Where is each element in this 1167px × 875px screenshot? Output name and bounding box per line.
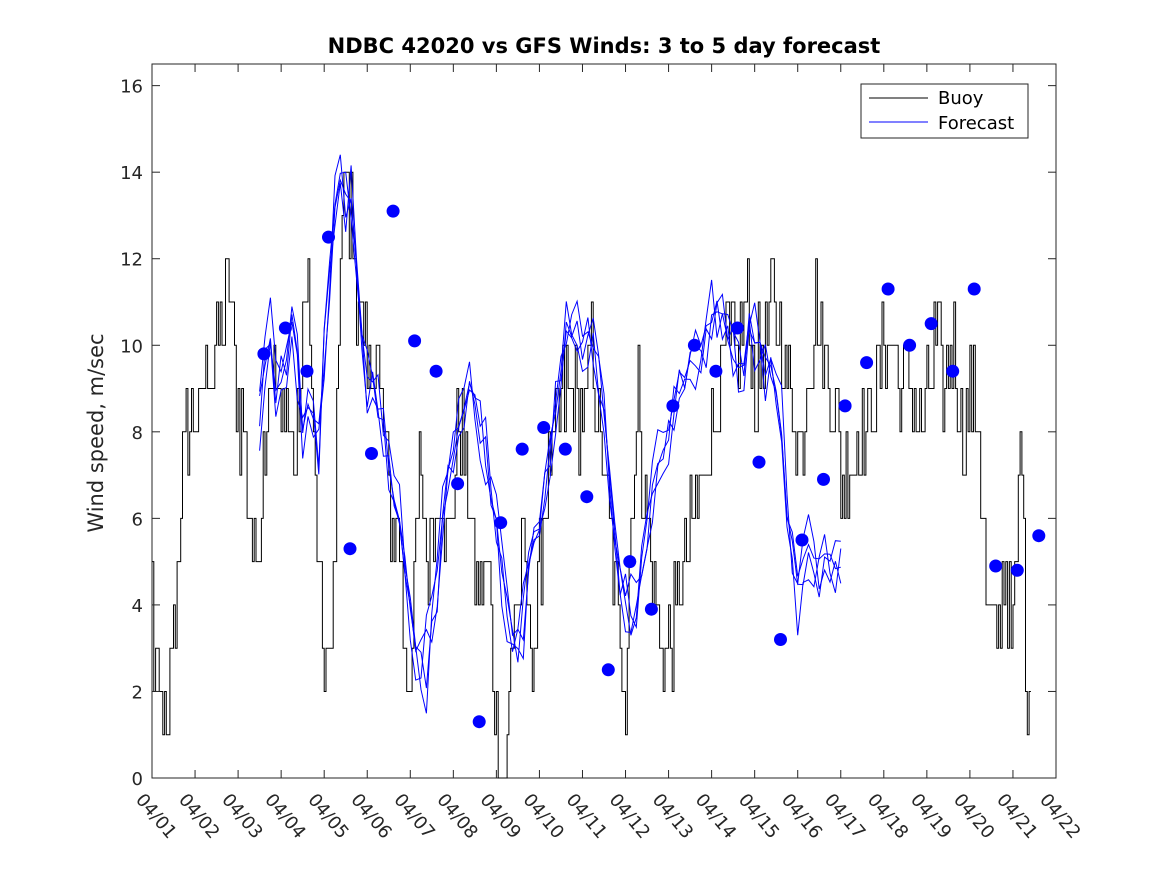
forecast-marker	[322, 230, 335, 244]
forecast-marker	[989, 559, 1003, 573]
forecast-marker	[451, 477, 465, 491]
plot-area: 024681012141604/0104/0204/0304/0404/0504…	[120, 63, 1085, 843]
y-tick-label: 0	[132, 769, 143, 790]
forecast-marker	[386, 204, 400, 218]
chart-title: NDBC 42020 vs GFS Winds: 3 to 5 day fore…	[328, 34, 881, 58]
forecast-marker	[644, 602, 658, 616]
forecast-marker	[924, 317, 938, 331]
plot-box	[151, 63, 1057, 779]
forecast-markers	[257, 204, 1046, 729]
y-tick-label: 14	[120, 163, 143, 184]
forecast-marker	[365, 447, 378, 460]
forecast-marker	[472, 715, 486, 729]
forecast-marker	[408, 334, 422, 348]
forecast-line-3	[259, 154, 842, 653]
forecast-marker	[343, 542, 357, 556]
forecast-marker	[623, 555, 637, 569]
forecast-marker	[300, 364, 314, 378]
forecast-marker	[580, 490, 594, 504]
legend-box	[860, 83, 1029, 139]
forecast-marker	[752, 455, 766, 469]
forecast-marker	[278, 321, 292, 335]
forecast-marker	[774, 633, 787, 646]
forecast-marker	[709, 364, 723, 378]
forecast-marker	[257, 347, 271, 361]
forecast-marker	[795, 533, 809, 547]
forecast-marker	[666, 399, 680, 413]
forecast-marker	[558, 442, 572, 456]
legend-forecast-label: Forecast	[938, 113, 1014, 134]
forecast-marker	[1032, 529, 1046, 543]
forecast-marker	[429, 364, 443, 378]
y-tick-label: 16	[120, 77, 143, 98]
forecast-marker	[903, 338, 917, 352]
y-axis-label: Wind speed, m/sec	[84, 333, 108, 532]
forecast-marker	[515, 442, 529, 456]
forecast-marker	[494, 516, 508, 530]
forecast-marker	[967, 282, 981, 296]
legend: Buoy Forecast	[860, 83, 1029, 139]
y-tick-label: 2	[132, 682, 143, 703]
forecast-marker	[730, 321, 744, 335]
forecast-marker	[881, 282, 895, 296]
forecast-marker	[537, 421, 551, 434]
legend-buoy-label: Buoy	[938, 88, 984, 109]
forecast-marker	[838, 399, 852, 413]
y-tick-label: 10	[120, 336, 143, 357]
forecast-marker	[601, 663, 615, 677]
y-tick-label: 4	[132, 596, 143, 617]
y-tick-label: 6	[132, 509, 143, 530]
y-tick-label: 12	[120, 250, 143, 271]
forecast-marker	[817, 472, 830, 486]
forecast-line-4	[259, 171, 842, 681]
y-tick-label: 8	[132, 423, 143, 444]
forecast-series	[259, 154, 842, 714]
forecast-marker	[860, 356, 874, 370]
forecast-marker	[946, 364, 960, 378]
forecast-marker	[1010, 563, 1024, 577]
forecast-marker	[687, 338, 701, 352]
